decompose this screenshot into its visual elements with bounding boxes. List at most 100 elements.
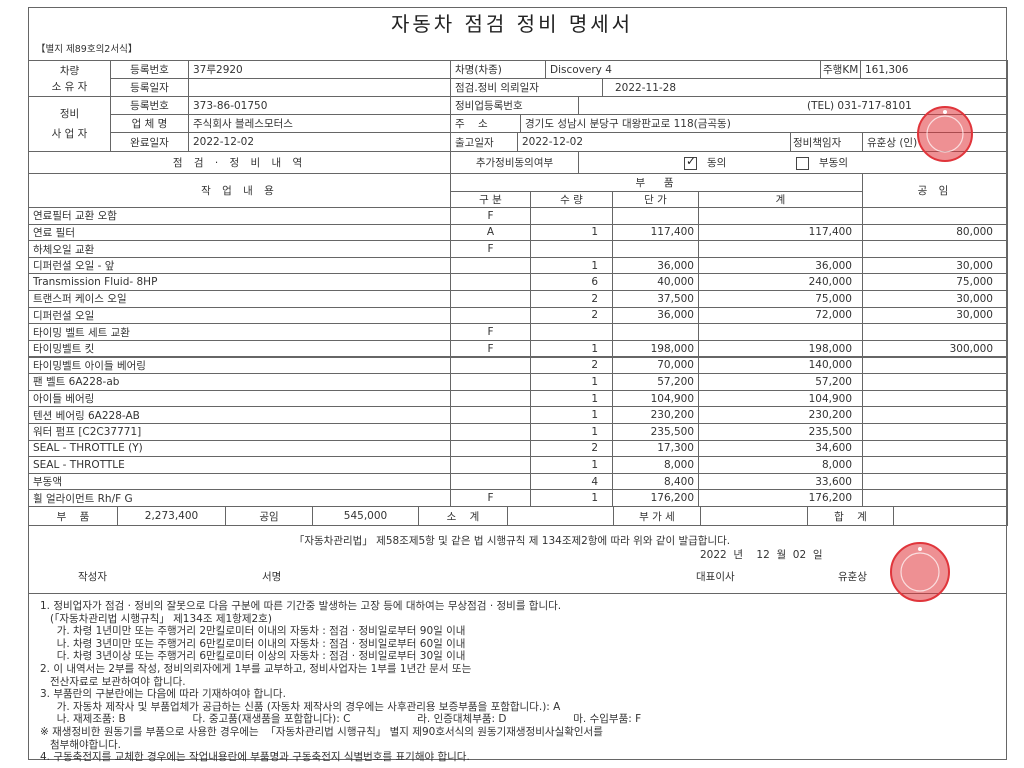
work-header: 작 업 내 용 (28, 173, 451, 208)
business-reg-no: 373-86-01750 (188, 96, 451, 115)
item-qty: 1 (530, 422, 613, 441)
ceo-label: 대표이사 (696, 571, 735, 583)
item-labor (862, 207, 1008, 225)
item-unit: 235,500 (612, 422, 699, 441)
item-name: 하체오일 교환 (28, 240, 451, 258)
item-total: 72,000 (698, 306, 863, 325)
vat-label: 부 가 세 (613, 506, 701, 526)
company-name: 주식회사 블레스모터스 (188, 114, 451, 133)
note-line: 나. 재제조품: B 다. 중고품(재생품을 포함합니다): C 라. 인증대체… (40, 713, 642, 726)
consent-agree-option[interactable]: 동의 (684, 154, 726, 170)
item-total: 235,500 (698, 422, 863, 441)
item-unit: 230,200 (612, 406, 699, 424)
item-total: 240,000 (698, 273, 863, 292)
subtotal-label: 소 계 (418, 506, 508, 526)
item-qty: 1 (530, 489, 613, 507)
parts-total-label: 부 품 (28, 506, 118, 526)
item-unit: 37,500 (612, 290, 699, 308)
item-unit: 36,000 (612, 306, 699, 325)
consent-label: 추가정비동의여부 (450, 151, 579, 174)
item-qty (530, 323, 613, 341)
item-type (450, 472, 531, 491)
owner-reg-date-label: 등록일자 (110, 78, 189, 97)
item-total: 34,600 (698, 439, 863, 458)
item-type (450, 306, 531, 325)
agree-checkbox[interactable] (684, 154, 697, 170)
owner-reg-date (188, 78, 451, 97)
item-total: 104,900 (698, 389, 863, 408)
item-unit: 198,000 (612, 339, 699, 358)
item-labor: 30,000 (862, 256, 1008, 275)
item-labor: 80,000 (862, 223, 1008, 242)
issuance-date: 2022 년 12 월 02 일 (700, 549, 823, 561)
item-qty: 2 (530, 290, 613, 308)
shop-reg-label: 정비업등록번호 (450, 96, 579, 115)
item-unit: 104,900 (612, 389, 699, 408)
item-labor: 75,000 (862, 273, 1008, 292)
note-line: 1. 정비업자가 점검 · 정비의 잘못으로 다음 구분에 따른 기간중 발생하… (40, 600, 562, 612)
divider (28, 593, 1007, 594)
item-type (450, 256, 531, 275)
item-name: 텐션 베어링 6A228-AB (28, 406, 451, 424)
item-unit (612, 240, 699, 258)
item-total (698, 207, 863, 225)
item-unit: 70,000 (612, 356, 699, 375)
item-total: 36,000 (698, 256, 863, 275)
item-total: 57,200 (698, 373, 863, 391)
item-total: 140,000 (698, 356, 863, 375)
item-type (450, 456, 531, 474)
details-label: 점 검 · 정 비 내 역 (28, 151, 451, 174)
disagree-checkbox[interactable] (796, 156, 809, 170)
ceo-seal-stamp (890, 542, 950, 602)
item-total: 198,000 (698, 339, 863, 358)
item-name: 타이밍 벨트 세트 교환 (28, 323, 451, 341)
labor-total: 545,000 (312, 506, 419, 526)
item-name: 타이밍벨트 킷 (28, 339, 451, 358)
item-total: 33,600 (698, 472, 863, 491)
item-labor: 30,000 (862, 306, 1008, 325)
item-labor (862, 472, 1008, 491)
item-type (450, 439, 531, 458)
item-labor (862, 389, 1008, 408)
manager-label: 정비책임자 (790, 132, 863, 152)
issuance-statement: 「자동차관리법」 제58조제5항 및 같은 법 시행규칙 제 134조제2항에 … (293, 535, 731, 547)
note-line: 다. 차령 3년이상 또는 주행거리 6만킬로미터 이상의 자동차 : 점검 ·… (40, 650, 466, 663)
item-qty: 2 (530, 306, 613, 325)
item-qty: 2 (530, 439, 613, 458)
qty-header: 수 량 (530, 191, 613, 208)
item-name: Transmission Fluid- 8HP (28, 273, 451, 292)
item-labor (862, 323, 1008, 341)
item-type (450, 406, 531, 424)
item-type: F (450, 489, 531, 507)
item-total (698, 323, 863, 341)
item-type: F (450, 323, 531, 341)
business-reg-no-label: 등록번호 (110, 96, 189, 115)
item-name: 팬 벨트 6A228-ab (28, 373, 451, 391)
parts-total: 2,273,400 (117, 506, 226, 526)
owner-reg-no-label: 등록번호 (110, 60, 189, 79)
model-value: Discovery 4 (545, 60, 821, 79)
item-labor (862, 456, 1008, 474)
model-label: 차명(차종) (450, 60, 546, 79)
form-number: 【별지 제89호의2서식】 (36, 44, 138, 55)
item-type: A (450, 223, 531, 242)
address-label: 주 소 (450, 114, 521, 133)
subtotal-value (507, 506, 614, 526)
item-qty: 6 (530, 273, 613, 292)
item-qty: 1 (530, 223, 613, 242)
business-section-label: 정비 사 업 자 (28, 96, 111, 152)
vat-value (700, 506, 808, 526)
item-name: 연료 필터 (28, 223, 451, 242)
sign-label: 서명 (262, 571, 282, 583)
item-total (698, 240, 863, 258)
item-unit: 8,400 (612, 472, 699, 491)
complete-date-label: 완료일자 (110, 132, 189, 152)
item-total: 117,400 (698, 223, 863, 242)
item-unit: 8,000 (612, 456, 699, 474)
grand-total-label: 합 계 (807, 506, 894, 526)
note-line: 3. 부품란의 구분란에는 다음에 따라 기재하여야 합니다. (40, 688, 286, 701)
writer-label: 작성자 (78, 571, 107, 583)
consent-disagree-option[interactable]: 부동의 (796, 155, 848, 170)
item-unit: 17,300 (612, 439, 699, 458)
note-line: 가. 자동차 제작사 및 부품업체가 공급하는 신품 (자동차 제작사의 경우에… (40, 700, 561, 713)
